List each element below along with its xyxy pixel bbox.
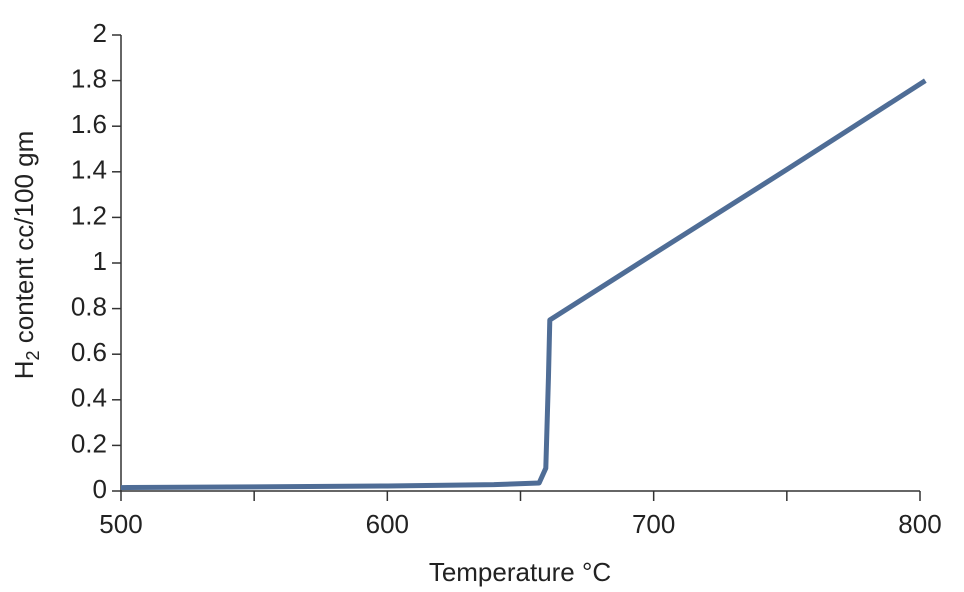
y-tick-label: 1 bbox=[93, 246, 107, 276]
x-tick-label: 600 bbox=[366, 509, 409, 539]
y-tick-label: 1.2 bbox=[71, 200, 107, 230]
y-tick-label: 1.8 bbox=[71, 63, 107, 93]
data-line bbox=[120, 78, 927, 491]
x-tick-label: 800 bbox=[898, 509, 941, 539]
y-label-part: H bbox=[9, 360, 39, 379]
x-tick-label: 700 bbox=[632, 509, 675, 539]
x-axis-label: Temperature °C bbox=[429, 557, 611, 587]
y-label-part: content cc/100 gm bbox=[9, 131, 39, 351]
y-label-subscript: 2 bbox=[23, 350, 43, 360]
y-tick-label: 0.4 bbox=[71, 383, 107, 413]
y-tick-label: 0.2 bbox=[71, 428, 107, 458]
x-tick-label: 500 bbox=[99, 509, 142, 539]
y-tick-label: 0.8 bbox=[71, 291, 107, 321]
y-tick-label: 0 bbox=[93, 474, 107, 504]
y-tick-label: 1.6 bbox=[71, 109, 107, 139]
y-tick-label: 0.6 bbox=[71, 337, 107, 367]
y-axis-label: H2 content cc/100 gm bbox=[9, 131, 43, 379]
y-tick-label: 1.4 bbox=[71, 155, 107, 185]
y-tick-label: 2 bbox=[93, 18, 107, 48]
